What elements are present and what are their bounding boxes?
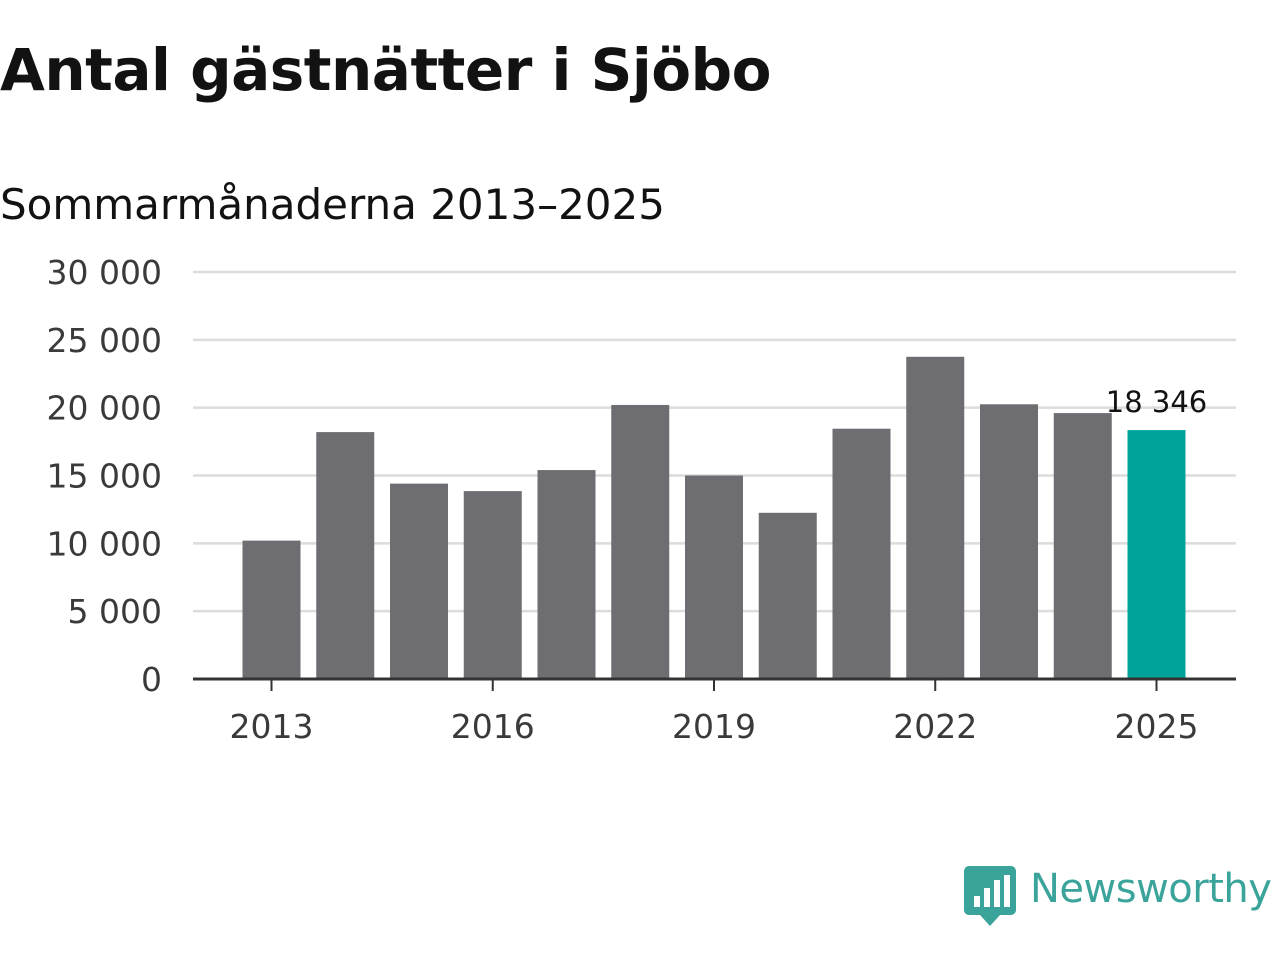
y-tick-label: 25 000 [47,321,162,360]
y-tick-label: 0 [141,660,162,699]
bar-chart: 0 5 000 10 000 15 000 20 000 25 000 30 000 2013… [47,253,1236,746]
chart-title: Antal gästnätter i Sjöbo [0,36,771,104]
bar [685,475,743,679]
x-tick-label: 2022 [893,707,977,746]
y-tick-label: 20 000 [47,389,162,428]
bar [463,491,522,679]
bar [611,404,670,679]
bar [832,428,891,679]
labels: 0 5 000 10 000 15 000 20 000 25 000 30 000 2013… [47,253,1208,746]
bar [242,540,301,679]
axes [193,677,1236,691]
bar [390,483,448,679]
x-tick-label: 2019 [672,707,756,746]
brand-name: Newsworthy [1030,866,1272,912]
y-tick-label: 30 000 [47,253,162,292]
newsworthy-logo-icon [964,866,1016,926]
bar [758,512,817,679]
chart-subtitle: Sommarmånaderna 2013–2025 [0,180,665,229]
data-label: 18 346 [1106,385,1207,419]
y-tick-label: 5 000 [68,592,162,631]
bar [906,356,965,679]
bar [537,470,596,679]
bar [1053,413,1112,679]
highlighted-bar [1127,430,1186,679]
x-tick-label: 2016 [451,707,535,746]
bars [242,356,1186,679]
bar [980,404,1038,679]
y-tick-label: 15 000 [47,457,162,496]
brand-logo: Newsworthy [964,866,1272,928]
x-tick-label: 2013 [230,707,314,746]
bar [316,432,375,679]
x-tick-label: 2025 [1115,707,1199,746]
y-tick-label: 10 000 [47,524,162,563]
